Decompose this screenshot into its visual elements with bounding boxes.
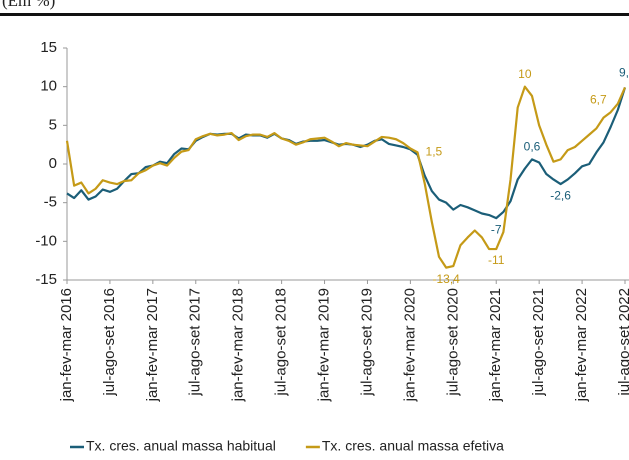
value-label: 10 (518, 67, 532, 81)
y-tick-label: -5 (44, 194, 57, 211)
value-label: -11 (488, 253, 505, 267)
value-label: -7 (491, 222, 502, 236)
x-tick-label: jan-fev-mar 2019 (316, 288, 333, 402)
value-label: 0,6 (524, 140, 541, 154)
x-tick-label: jul-ago-set 2022 (616, 288, 629, 397)
x-tick-label: jul-ago-set 2018 (273, 288, 290, 397)
header-rule (0, 13, 629, 16)
x-tick-label: jul-ago-set 2020 (444, 288, 461, 397)
legend-label: Tx. cres. anual massa habitual (86, 438, 276, 454)
x-tick-label: jan-fev-mar 2022 (573, 288, 590, 402)
x-tick-label: jan-fev-mar 2021 (487, 288, 504, 402)
y-tick-label: 10 (40, 78, 57, 95)
y-tick-label: 5 (49, 116, 57, 133)
series-line (66, 87, 627, 220)
x-tick-label: jul-ago-set 2016 (101, 288, 118, 397)
value-label: -13,4 (432, 272, 460, 286)
value-label: 6,7 (590, 92, 607, 106)
x-tick-label: jul-ago-set 2017 (187, 288, 204, 397)
y-tick-label: 0 (49, 155, 57, 172)
y-tick-label: -15 (35, 271, 57, 288)
x-tick-label: jan-fev-mar 2016 (58, 288, 75, 402)
x-tick-label: jan-fev-mar 2020 (401, 288, 418, 402)
y-tick-label: 15 (40, 39, 57, 56)
value-label: 9, (619, 66, 629, 80)
x-tick-label: jul-ago-set 2019 (358, 288, 375, 397)
value-label: 1,5 (426, 145, 443, 159)
x-tick-label: jan-fev-mar 2018 (230, 288, 247, 402)
legend-label: Tx. cres. anual massa efetiva (322, 438, 504, 454)
x-tick-label: jul-ago-set 2021 (530, 288, 547, 397)
series-line (65, 85, 627, 269)
y-tick-label: -10 (35, 232, 57, 249)
x-tick-label: jan-fev-mar 2017 (144, 288, 161, 402)
value-label: -2,6 (550, 188, 571, 202)
chart-subtitle: (Em %) (2, 0, 55, 10)
